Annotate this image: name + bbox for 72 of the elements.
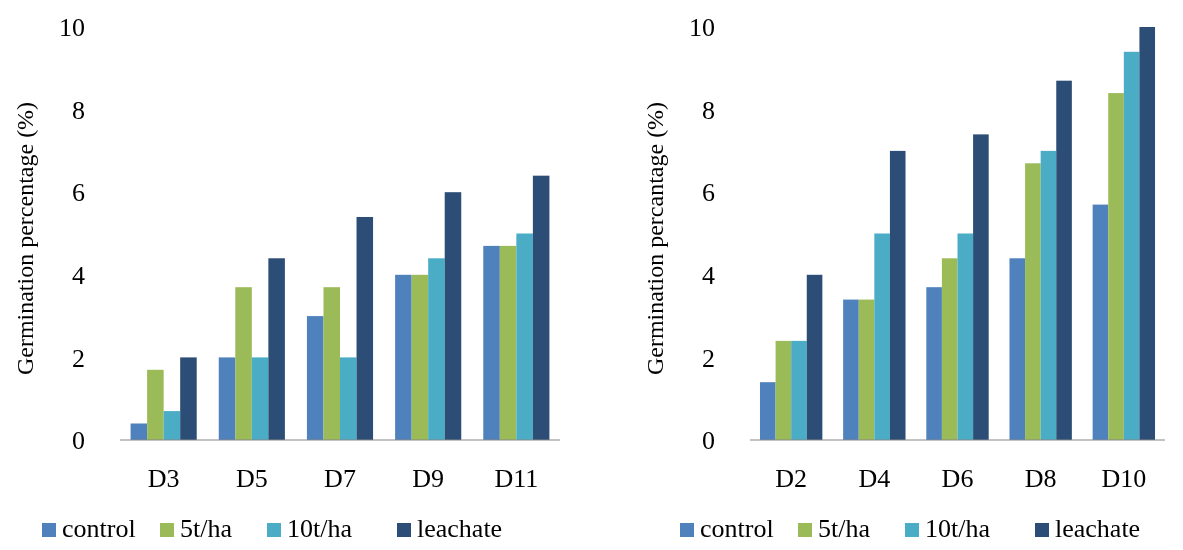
- x-tick-label: D5: [235, 464, 268, 493]
- bar: [411, 274, 429, 440]
- bar: [323, 287, 340, 440]
- bar: [1123, 51, 1140, 440]
- legend-label: leachate: [1055, 514, 1141, 543]
- bar: [306, 316, 324, 440]
- bar: [957, 233, 974, 440]
- bar: [1056, 80, 1072, 440]
- x-tick-label: D11: [494, 464, 539, 493]
- x-tick-label: D6: [941, 464, 974, 493]
- bar: [428, 258, 445, 440]
- bar: [356, 216, 374, 440]
- legend-label: control: [700, 514, 774, 543]
- bar: [941, 258, 958, 440]
- y-tick-label: 4: [702, 260, 715, 290]
- bar: [1108, 93, 1124, 440]
- bar: [1092, 204, 1109, 440]
- x-tick-label: D4: [858, 464, 891, 493]
- bar: [235, 287, 252, 440]
- bar: [874, 233, 890, 440]
- legend-label: 5t/ha: [180, 514, 233, 543]
- y-tick-label: 4: [72, 260, 85, 290]
- legend-label: 10t/ha: [925, 514, 991, 543]
- bar: [806, 274, 823, 440]
- y-axis-title: Germination percantage (%): [642, 101, 668, 376]
- bar: [759, 382, 776, 440]
- bar: [858, 299, 875, 440]
- y-tick-label: 8: [72, 95, 85, 125]
- bar: [843, 299, 859, 440]
- y-tick-label: 6: [702, 178, 715, 208]
- y-tick-label: 10: [59, 13, 85, 43]
- bar: [444, 192, 462, 440]
- x-tick-label: D9: [412, 464, 445, 493]
- bar: [130, 423, 148, 440]
- y-axis-title: Germination percentage (%): [12, 101, 38, 376]
- y-tick-label: 0: [702, 426, 715, 456]
- bar: [889, 150, 906, 440]
- legend-label: control: [62, 514, 136, 543]
- bar: [926, 287, 942, 440]
- bar: [218, 357, 236, 440]
- legend-label: 10t/ha: [287, 514, 353, 543]
- x-tick-label: D2: [775, 464, 808, 493]
- bar: [973, 134, 989, 440]
- bar: [268, 258, 285, 440]
- x-tick-label: D8: [1024, 464, 1057, 493]
- legend-label: leachate: [417, 514, 503, 543]
- bar: [775, 340, 792, 440]
- legend-label: 5t/ha: [818, 514, 871, 543]
- x-tick-label: D10: [1101, 464, 1147, 493]
- y-tick-label: 2: [72, 343, 85, 373]
- bar: [516, 233, 533, 440]
- bar: [532, 175, 550, 440]
- bar: [147, 369, 164, 440]
- bar: [499, 245, 517, 440]
- y-tick-label: 8: [702, 95, 715, 125]
- x-tick-label: D7: [324, 464, 356, 493]
- bar: [251, 357, 269, 440]
- bar: [340, 357, 357, 440]
- bar: [180, 357, 197, 440]
- bar: [791, 340, 807, 440]
- y-tick-label: 6: [72, 178, 85, 208]
- bar: [1009, 258, 1026, 440]
- bar: [163, 411, 181, 440]
- bar: [483, 245, 500, 440]
- bar: [1139, 27, 1156, 440]
- bar: [1025, 163, 1041, 440]
- x-tick-label: D3: [147, 464, 180, 493]
- y-tick-label: 0: [72, 426, 85, 456]
- bar: [395, 274, 412, 440]
- bar: [1040, 150, 1057, 440]
- y-tick-label: 2: [702, 343, 715, 373]
- y-tick-label: 10: [689, 13, 715, 43]
